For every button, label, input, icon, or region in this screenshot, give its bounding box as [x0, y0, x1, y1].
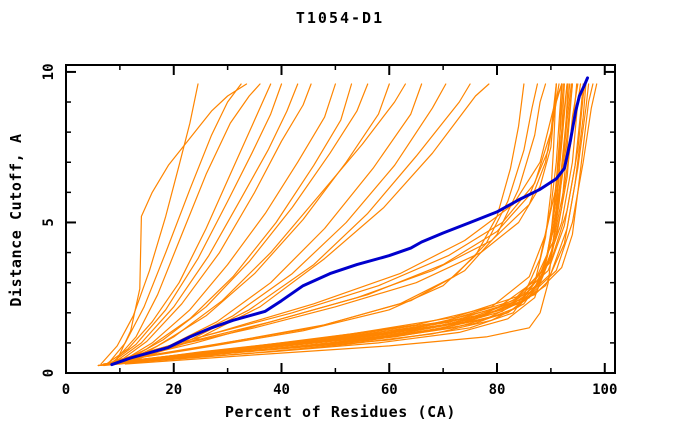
series-model-m8: [130, 83, 471, 362]
series-model-c5: [108, 83, 579, 365]
series-model-c14: [97, 83, 564, 367]
series-model-d1: [113, 83, 557, 362]
series-model-d2: [119, 83, 560, 361]
y-axis-label: Distance Cutoff, A: [7, 133, 25, 307]
series-model-m7: [124, 83, 447, 364]
x-tick-label: 100: [592, 382, 617, 398]
x-tick-label: 0: [62, 382, 70, 398]
series-model-m5: [130, 83, 406, 362]
plot-frame: [65, 64, 616, 374]
x-tick-label: 40: [273, 382, 290, 398]
series-highlighted-model: [110, 76, 589, 367]
series-model-e5: [105, 83, 272, 365]
series-model-d5: [119, 83, 563, 362]
series-model-c17: [113, 83, 584, 364]
x-tick-label: 60: [381, 382, 398, 398]
series-model-m1: [119, 83, 336, 364]
series-model-d4: [130, 83, 563, 357]
x-tick-label: 20: [165, 382, 182, 398]
x-tick-label: 80: [489, 382, 506, 398]
y-tick-label: 5: [41, 218, 57, 226]
plot-title: T1054-D1: [295, 9, 385, 27]
series-model-c20: [105, 83, 573, 365]
series-model-c13: [130, 83, 594, 362]
series-model-c18: [119, 83, 586, 363]
series-model-e4: [116, 83, 248, 361]
series-model-m2: [113, 83, 353, 365]
series-model-e3: [113, 83, 261, 362]
y-tick-label: 0: [41, 369, 57, 377]
series-model-e1: [100, 83, 199, 365]
series-model-c19: [100, 83, 569, 366]
x-axis-label: Percent of Residues (CA): [224, 403, 457, 421]
series-model-e8: [119, 83, 312, 362]
series-model-m9: [135, 83, 490, 361]
series-model-e7: [113, 83, 299, 364]
y-tick-label: 10: [41, 63, 57, 80]
series-model-e2: [108, 83, 242, 364]
series-model-d3: [124, 83, 557, 359]
series-model-c9: [119, 83, 598, 364]
series-model-e6: [111, 83, 283, 364]
series-model-m3: [124, 83, 369, 362]
series-model-c21: [111, 83, 578, 364]
